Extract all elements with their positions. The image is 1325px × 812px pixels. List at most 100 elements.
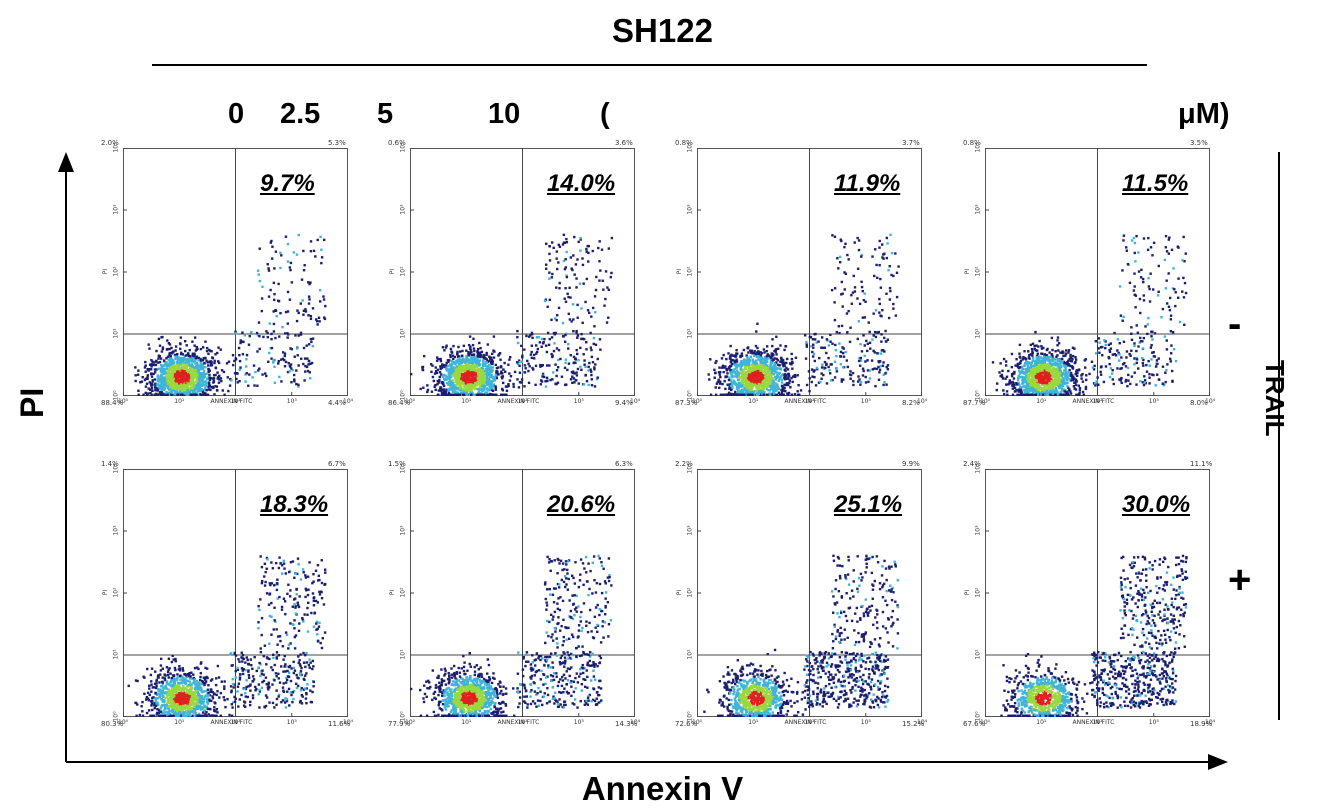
event-dot — [729, 360, 733, 364]
event-dot — [410, 372, 413, 376]
event-dot — [488, 369, 491, 372]
event-dot — [857, 248, 861, 252]
event-dot — [1005, 383, 1008, 386]
event-dot — [838, 261, 842, 264]
event-dot — [782, 361, 785, 364]
event-dot — [157, 383, 160, 386]
event-dot — [1096, 376, 1099, 379]
event-dot — [748, 349, 752, 352]
event-dot — [1023, 350, 1026, 353]
event-dot — [453, 386, 457, 390]
event-dot — [188, 391, 191, 394]
event-dot — [738, 375, 741, 379]
event-dot — [480, 372, 483, 375]
event-dot — [515, 361, 519, 364]
event-dot — [575, 286, 578, 289]
event-dot — [776, 347, 780, 350]
event-dot — [144, 391, 147, 395]
event-dot — [880, 349, 884, 352]
event-dot — [867, 380, 870, 384]
event-dot — [257, 369, 260, 372]
event-dot — [273, 365, 276, 368]
event-dot — [776, 387, 780, 391]
event-dot — [875, 263, 878, 267]
event-dot — [573, 372, 576, 375]
event-dot — [486, 343, 489, 346]
event-dot — [815, 366, 819, 370]
event-dot — [168, 360, 171, 363]
event-dot — [782, 389, 785, 392]
event-dot — [1183, 259, 1186, 263]
event-dot — [158, 354, 161, 358]
event-dot — [783, 348, 786, 352]
event-dot — [472, 384, 476, 387]
event-dot — [461, 376, 465, 380]
event-dot — [516, 378, 519, 381]
event-dot — [266, 331, 269, 335]
event-dot — [1010, 365, 1014, 369]
event-dot — [737, 364, 741, 367]
event-dot — [852, 380, 855, 383]
event-dot — [469, 345, 472, 349]
event-dot — [501, 389, 505, 392]
event-dot — [324, 304, 327, 308]
event-dot — [845, 312, 849, 315]
event-dot — [269, 241, 273, 244]
event-dot — [599, 348, 602, 351]
event-dot — [456, 387, 460, 390]
event-dot — [780, 360, 784, 364]
flow-panel — [410, 148, 635, 396]
event-dot — [161, 347, 165, 351]
event-dot — [465, 374, 468, 377]
event-dot — [260, 309, 264, 313]
event-dot — [192, 390, 196, 393]
event-dot — [878, 302, 882, 306]
event-dot — [729, 384, 733, 388]
event-dot — [439, 387, 442, 390]
event-dot — [160, 387, 163, 390]
event-dot — [159, 380, 162, 383]
event-dot — [238, 368, 241, 372]
event-dot — [457, 367, 460, 370]
event-dot — [172, 377, 175, 380]
event-dot — [544, 385, 548, 388]
event-dot — [572, 330, 575, 333]
event-dot — [709, 393, 713, 396]
event-dot — [1034, 368, 1037, 371]
event-dot — [1178, 320, 1182, 324]
event-dot — [214, 385, 217, 388]
event-dot — [777, 379, 781, 383]
event-dot — [1024, 360, 1028, 363]
event-dot — [452, 366, 456, 369]
event-dot — [571, 371, 575, 375]
event-dot — [489, 365, 492, 369]
event-dot — [527, 369, 530, 373]
event-dot — [292, 373, 296, 377]
event-dot — [841, 305, 844, 308]
event-dot — [1030, 347, 1034, 351]
event-dot — [735, 373, 738, 377]
event-dot — [205, 389, 208, 392]
event-dot — [841, 346, 844, 349]
event-dot — [153, 371, 157, 374]
event-dot — [286, 310, 290, 313]
event-dot — [763, 391, 766, 394]
event-dot — [803, 334, 807, 337]
event-dot — [499, 365, 503, 368]
event-dot — [245, 365, 248, 368]
event-dot — [200, 383, 203, 387]
event-dot — [551, 378, 554, 381]
event-dot — [856, 267, 860, 270]
event-dot — [162, 383, 165, 387]
event-dot — [195, 393, 198, 396]
event-dot — [310, 361, 314, 365]
event-dot — [1120, 356, 1123, 359]
event-dot — [141, 375, 144, 379]
event-dot — [814, 338, 817, 341]
event-dot — [771, 359, 775, 362]
event-dot — [805, 383, 809, 387]
event-dot — [239, 341, 242, 345]
event-dot — [873, 274, 876, 278]
event-dot — [740, 352, 744, 355]
event-dot — [448, 380, 452, 383]
